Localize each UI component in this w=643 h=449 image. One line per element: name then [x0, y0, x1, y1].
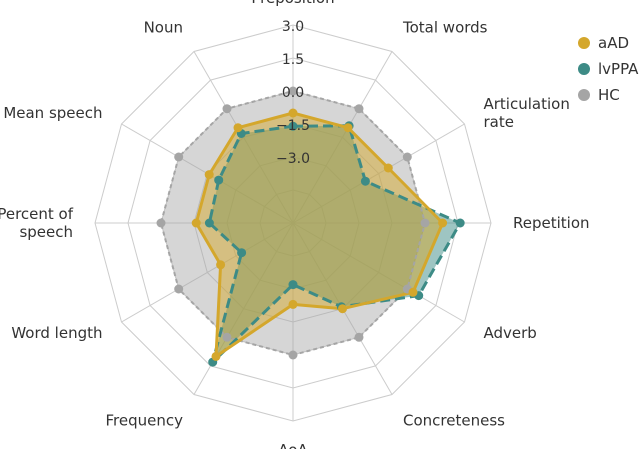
tick-label: −3.0 — [276, 151, 310, 167]
point-aad-word-length — [216, 260, 226, 270]
axis-label-noun: Noun — [144, 19, 183, 37]
point-hc-mean-speech — [174, 152, 184, 162]
axis-label-frequency: Frequency — [106, 412, 184, 430]
point-aad-mean-speech — [204, 170, 214, 180]
point-hc-frequency — [222, 332, 232, 342]
point-hc-total-words — [354, 104, 364, 114]
series-areas — [161, 91, 461, 363]
point-hc-preposition — [288, 86, 298, 96]
tick-label: 1.5 — [282, 52, 304, 68]
point-hc-noun — [222, 104, 232, 114]
point-aad-noun — [233, 123, 243, 133]
legend-label-lvppa: lvPPA — [598, 60, 639, 78]
point-hc-aoa — [288, 350, 298, 360]
legend-swatch-hc — [578, 89, 590, 101]
tick-label: −1.5 — [276, 118, 310, 134]
point-aad-frequency — [211, 351, 221, 361]
point-lvppa-preposition — [288, 121, 298, 131]
legend-label-aad: aAD — [598, 34, 629, 52]
axis-label-mean-speech: Mean speech — [3, 104, 102, 122]
axis-label-repetition: Repetition — [513, 214, 590, 232]
point-lvppa-mean-speech — [214, 175, 224, 185]
series-points — [156, 86, 465, 367]
axis-label-concreteness: Concreteness — [403, 412, 505, 430]
tick-label: 0.0 — [282, 85, 304, 101]
axis-label-total-words: Total words — [402, 19, 488, 37]
legend-label-hc: HC — [598, 86, 620, 104]
axis-label-adverb: Adverb — [484, 324, 537, 342]
point-lvppa-aoa — [288, 280, 298, 290]
point-hc-concreteness — [354, 332, 364, 342]
point-lvppa-articulation-rate — [360, 176, 370, 186]
legend: aAD lvPPA HC — [578, 34, 639, 104]
point-aad-aoa — [288, 299, 298, 309]
axis-label-preposition: Preposition — [251, 0, 334, 7]
point-aad-percent-of-speech — [191, 218, 201, 228]
point-lvppa-repetition — [455, 218, 465, 228]
point-aad-total-words — [343, 123, 353, 133]
point-lvppa-word-length — [237, 248, 247, 258]
point-aad-articulation-rate — [383, 163, 393, 173]
axis-label-percent-of-speech: Percent of speech — [0, 205, 74, 241]
point-hc-repetition — [420, 218, 430, 228]
axis-label-word-length: Word length — [11, 324, 102, 342]
series-area-aad — [196, 113, 443, 357]
point-aad-preposition — [288, 108, 298, 118]
legend-swatch-lvppa — [578, 63, 590, 75]
tick-label: 3.0 — [282, 19, 304, 35]
point-aad-repetition — [438, 218, 448, 228]
point-aad-adverb — [408, 287, 418, 297]
point-hc-percent-of-speech — [156, 218, 166, 228]
point-hc-articulation-rate — [402, 152, 412, 162]
point-aad-concreteness — [338, 304, 347, 314]
point-lvppa-percent-of-speech — [204, 218, 214, 228]
legend-swatch-aad — [578, 37, 590, 49]
axis-label-aoa: AoA — [278, 441, 308, 449]
point-hc-word-length — [174, 284, 184, 294]
radial-tick-labels: 3.0 1.5 0.0 −1.5 −3.0 — [276, 19, 310, 167]
axis-label-articulation-rate: Articulation rate — [484, 95, 570, 131]
